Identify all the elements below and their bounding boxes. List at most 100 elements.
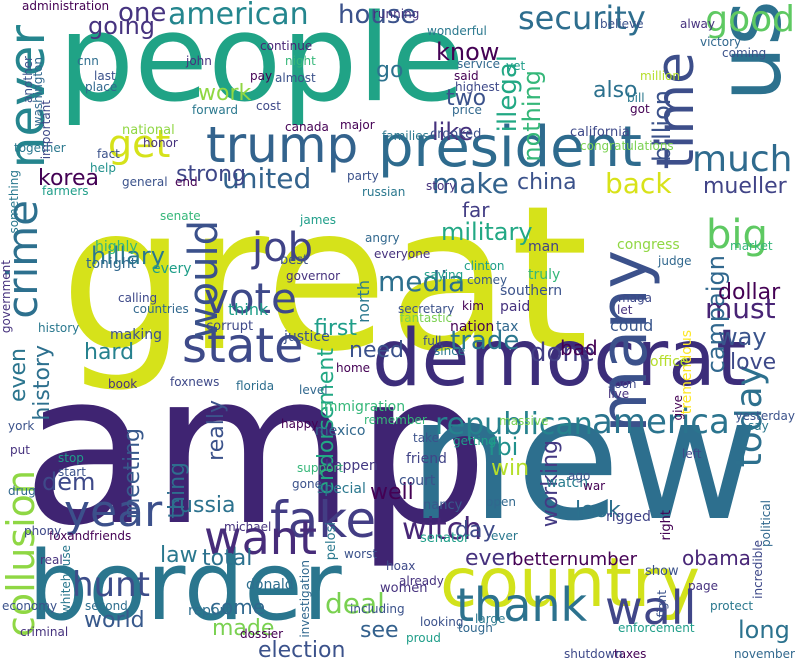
cloud-word: administration [22,0,110,13]
cloud-word: john [186,54,212,68]
cloud-word: florida [236,379,275,393]
cloud-word: see [360,618,399,643]
cloud-word: james [300,213,337,227]
cloud-word: fact [97,147,120,161]
cloud-word: major [340,118,375,132]
cloud-word: war [583,479,606,493]
cloud-word: paid [500,299,531,315]
cloud-word: farmers [42,184,89,198]
cloud-word: happen [325,458,378,474]
cloud-word: even [6,348,31,403]
cloud-word: nancy [423,498,463,513]
cloud-word: another [21,56,35,103]
cloud-word: national [122,123,175,138]
cloud-word: large [475,612,506,626]
cloud-word: go [376,58,404,83]
cloud-word: friend [406,451,447,467]
cloud-word: end [175,175,198,189]
cloud-word: going [88,12,156,40]
cloud-word: second [85,599,128,613]
cloud-word: york [8,419,35,433]
cloud-word: running [373,7,420,21]
cloud-word: start [58,465,86,479]
cloud-word: making [110,327,162,343]
cloud-word: southern [500,283,563,299]
cloud-word: senate [160,209,201,223]
cloud-word: betternumber [512,549,638,570]
cloud-word: calling [118,291,158,305]
cloud-word: home [336,361,371,375]
cloud-word: hoax [386,559,416,573]
cloud-word: state [182,318,304,374]
cloud-word: day [455,518,496,543]
cloud-word: could [610,316,654,335]
cloud-word: history [38,321,80,335]
cloud-word: got [630,102,650,116]
cloud-word: last [94,69,116,83]
cloud-word: get [108,122,171,166]
cloud-word: hunt [72,565,150,605]
cloud-word: meeting [120,428,145,520]
cloud-word: taxes [614,647,647,661]
cloud-word: pelosi [324,522,339,561]
cloud-word: like [432,118,474,146]
cloud-word: level [299,383,328,397]
cloud-word: democrat [372,314,747,404]
cloud-word: highest [455,80,500,94]
cloud-word: trump [206,116,359,174]
cloud-word: world [84,608,145,633]
cloud-word: senator [420,531,470,546]
cloud-word: families [382,129,429,143]
cloud-word: enforcement [618,621,695,635]
cloud-word: fbi [488,433,519,461]
cloud-word: make [432,167,509,200]
cloud-word: obama [682,546,751,570]
cloud-word: law [160,543,198,568]
cloud-word: price [452,103,482,117]
cloud-word: proud [406,631,441,645]
cloud-word: kim [462,299,484,313]
cloud-word: hillary [91,242,165,270]
cloud-word: criminal [20,625,69,639]
cloud-word: america [592,402,730,442]
cloud-word: nothing [518,70,546,162]
cloud-word: nation [450,319,495,335]
cloud-word: must [705,292,776,325]
cloud-word: secretary [398,302,455,316]
cloud-word: already [399,574,444,588]
cloud-word: judge [658,254,692,268]
cloud-word: thank [456,578,588,632]
cloud-word: foxandfriends [49,529,132,543]
cloud-word: november [733,647,795,661]
cloud-word: protect [710,599,754,613]
cloud-word: amp [22,327,489,572]
cloud-word: american [168,0,309,32]
cloud-word: almost [275,71,316,85]
cloud-word: party [347,169,379,183]
cloud-word: special [317,481,366,497]
cloud-word: think [228,300,269,319]
cloud-word: phony [24,524,62,538]
cloud-word: vote [204,274,297,323]
cloud-word: crooked [430,127,482,142]
cloud-word: something [7,170,21,234]
cloud-word: alway [680,17,715,31]
cloud-word: drug [8,484,36,498]
cloud-word: way [718,323,767,351]
cloud-word: man [528,239,560,255]
cloud-word: wall [605,581,697,635]
cloud-word: every [152,261,192,277]
cloud-word: election [258,638,346,663]
cloud-word: job [252,225,313,271]
cloud-word: dossier [240,627,284,641]
cloud-word: page [688,579,718,593]
cloud-word: two [446,86,487,111]
cloud-word: campaign [702,255,730,374]
cloud-word: want [204,511,318,565]
cloud-word: house [338,0,417,30]
cloud-word: ever [491,529,518,543]
cloud-word: help [90,161,116,175]
cloud-word: back [605,167,672,200]
cloud-word: strong [176,162,247,187]
cloud-word: first [314,316,357,341]
